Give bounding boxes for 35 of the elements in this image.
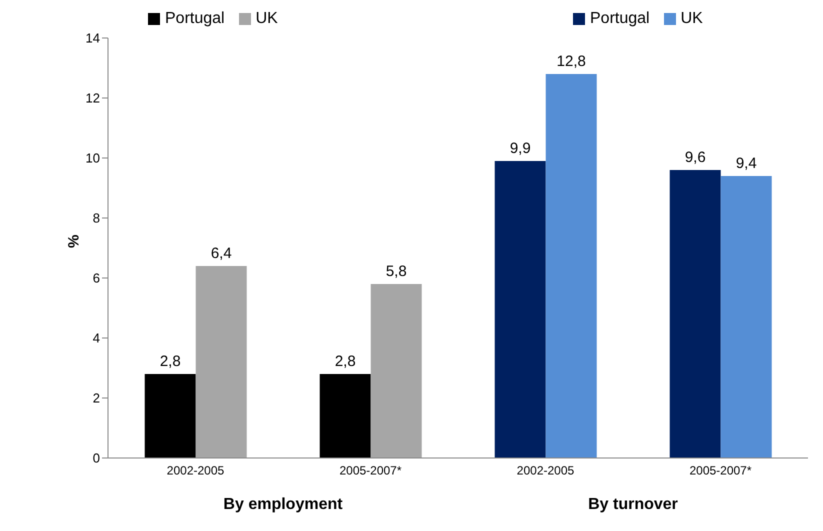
data-label: 2,8 [160,353,181,370]
data-label: 9,9 [510,140,531,157]
data-label: 12,8 [556,53,586,70]
data-label: 2,8 [334,353,356,370]
x-tick-label: 2002-2005 [166,464,225,478]
bar [546,74,597,458]
bar [144,374,196,458]
x-tick-label: 2002-2005 [516,464,575,478]
text: By turnover [587,496,679,514]
legend-label: UK [680,10,703,28]
bar [720,176,772,458]
bar [670,170,721,458]
y-tick-label: 10 [86,150,100,166]
y-tick-label: 2 [92,390,100,406]
legend-label: UK [256,10,278,28]
x-tick-label: 2005-2007* [689,464,752,478]
y-tick-label: 12 [86,90,100,106]
bar [494,161,546,458]
y-tick-label: 6 [92,270,100,286]
bar [370,284,422,458]
data-label: 9,6 [684,149,706,166]
data-label: 6,4 [210,245,232,262]
bar [320,374,371,458]
data-label: 9,4 [736,155,757,172]
bar [196,266,247,458]
text: By employment [222,496,344,514]
y-tick-label: 8 [92,210,100,226]
y-tick-label: 14 [86,30,100,46]
legend-label: Portugal [165,10,225,28]
data-label: 5,8 [386,263,407,280]
y-axis-title: % [65,234,82,248]
y-tick-label: 4 [92,330,100,346]
legend-label: Portugal [590,10,650,28]
y-tick-label: 0 [92,450,100,466]
x-tick-label: 2005-2007* [339,464,402,478]
